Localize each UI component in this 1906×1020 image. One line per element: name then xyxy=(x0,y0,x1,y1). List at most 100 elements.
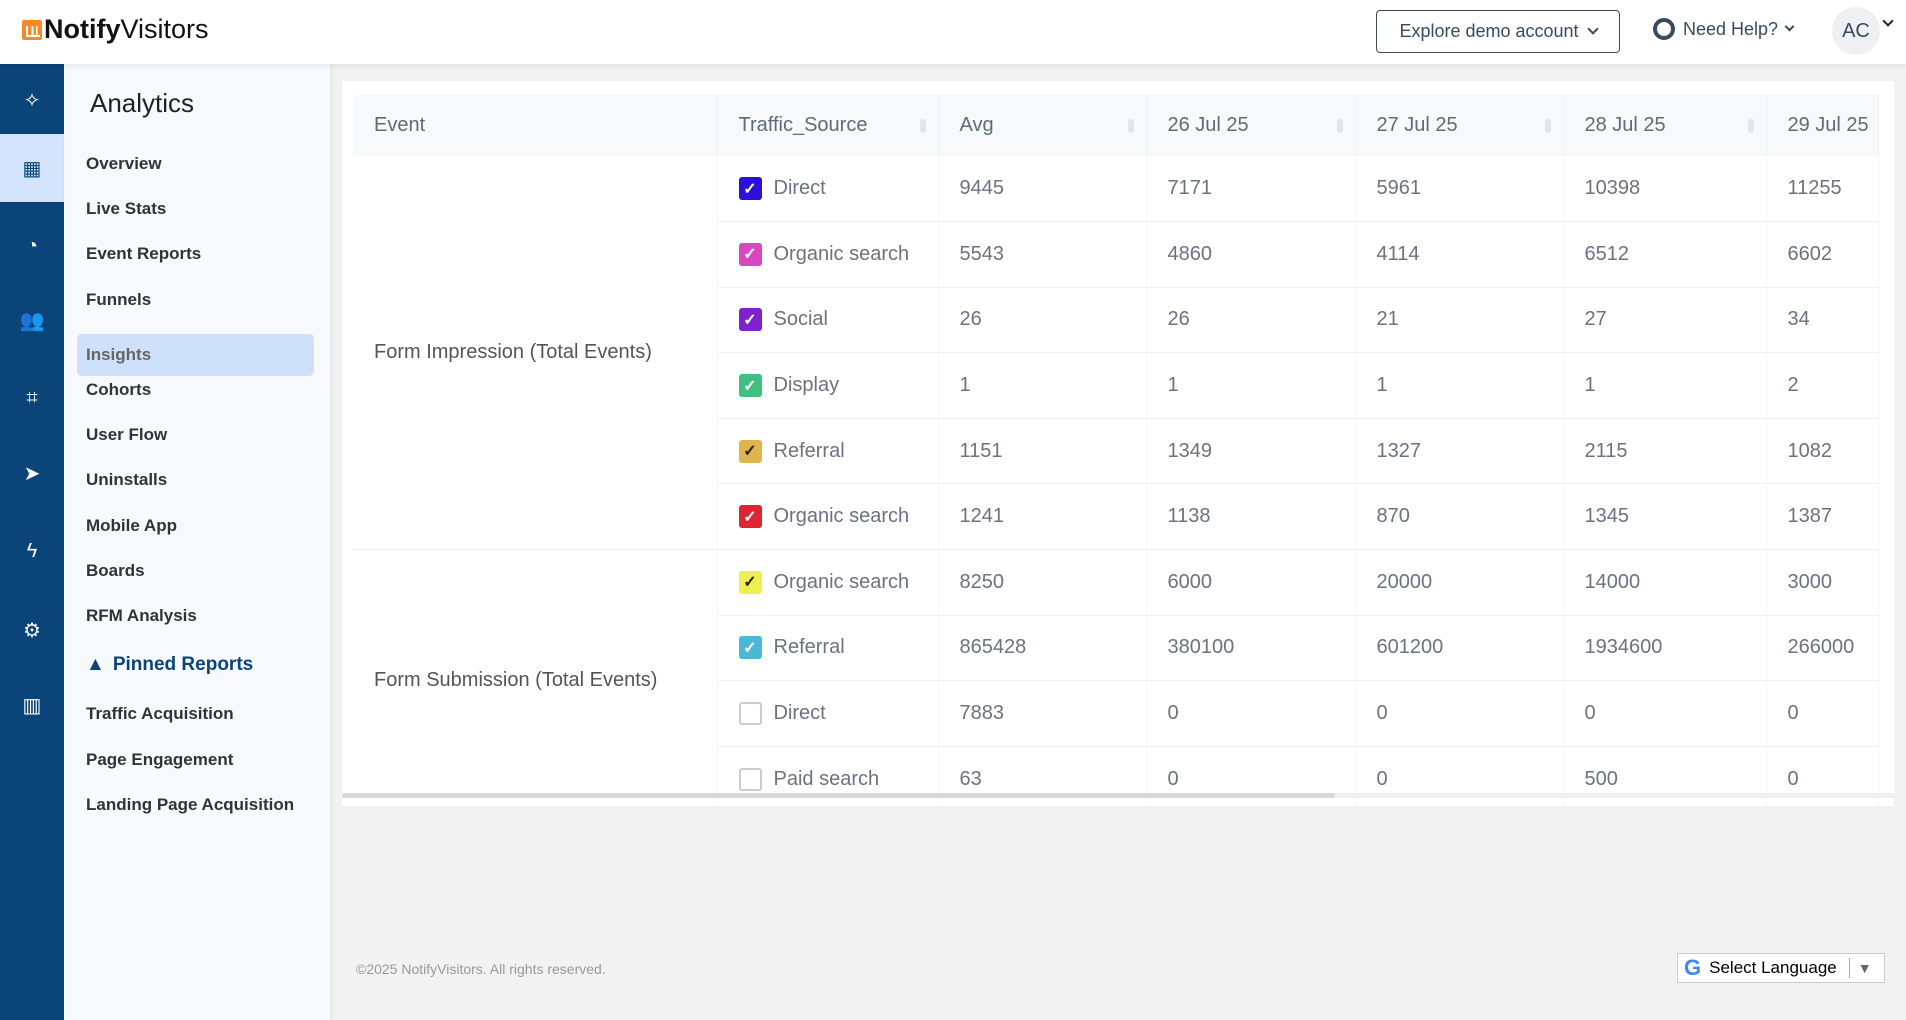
value-cell: 0 xyxy=(1766,680,1879,747)
sidebar-item-mobile-app[interactable]: Mobile App xyxy=(86,515,177,535)
copyright: ©2025 NotifyVisitors. All rights reserve… xyxy=(356,961,606,977)
column-header[interactable]: 29 Jul 25 xyxy=(1766,95,1879,156)
sidebar-item-cohorts[interactable]: Cohorts xyxy=(86,380,152,399)
rail-gear-button[interactable]: ⚙ xyxy=(0,596,64,664)
traffic-source: Organic search xyxy=(773,242,910,265)
horizontal-scrollbar[interactable] xyxy=(342,793,1894,798)
source-checkbox[interactable]: ✓ xyxy=(738,439,762,463)
value-cell: 1138 xyxy=(1146,483,1356,551)
value-cell: 1151 xyxy=(938,418,1147,485)
rail-building-button[interactable]: ▥ xyxy=(0,671,64,739)
value-cell: 27 xyxy=(1563,287,1767,354)
source-checkbox[interactable]: ✓ xyxy=(738,374,762,398)
sidebar: Analytics ▲ Pinned Reports Overview Live S… xyxy=(64,64,330,1020)
sidebar-item-boards[interactable]: Boards xyxy=(86,560,145,580)
column-header[interactable]: 28 Jul 25 xyxy=(1563,95,1767,156)
logo[interactable]: Notify Visitors xyxy=(22,14,209,45)
rail-users-button[interactable]: 👥 xyxy=(0,286,64,354)
sidebar-item-funnels[interactable]: Funnels xyxy=(86,289,152,309)
rail-grid-button[interactable]: ▦ xyxy=(0,134,64,202)
sidebar-item-insights[interactable]: Insights xyxy=(77,333,314,376)
value-cell: 1082 xyxy=(1766,418,1879,485)
column-header[interactable]: Traffic_Source xyxy=(717,95,939,156)
sidebar-item-event-reports[interactable]: Event Reports xyxy=(86,244,202,264)
table-row: ✓ Display 1 1 1 1 2 xyxy=(353,352,1879,419)
grid-icon: ▦ xyxy=(22,157,42,180)
sitemap-icon: ▲ xyxy=(86,654,105,675)
value-cell: 1934600 xyxy=(1563,615,1767,682)
value-cell: 1 xyxy=(938,352,1147,419)
traffic-source: Direct xyxy=(773,702,826,725)
rail-sitemap-button[interactable]: ⌗ xyxy=(0,364,64,432)
sidebar-item-rfm-analysis[interactable]: RFM Analysis xyxy=(86,606,197,625)
value-cell: 7883 xyxy=(938,680,1147,747)
source-checkbox[interactable]: ✓ xyxy=(738,505,762,529)
value-cell: 1349 xyxy=(1146,418,1356,485)
scrollbar-thumb[interactable] xyxy=(342,793,1335,798)
value-cell: 2 xyxy=(1766,352,1879,419)
value-cell: 5543 xyxy=(938,221,1147,288)
value-cell: 1 xyxy=(1146,352,1356,419)
pinned-item-page-engagement[interactable]: Page Engagement xyxy=(86,749,234,769)
divider xyxy=(1848,958,1850,978)
source-checkbox[interactable]: ✓ xyxy=(738,177,762,201)
sidebar-title: Analytics xyxy=(90,88,195,118)
sidebar-item-live-stats[interactable]: Live Stats xyxy=(86,199,167,219)
rail-dashboard-button[interactable]: ◔ xyxy=(0,212,64,280)
traffic-source: Display xyxy=(773,374,840,397)
rail-bolt-button[interactable]: ϟ xyxy=(0,517,64,585)
value-cell: 21 xyxy=(1355,287,1564,354)
traffic-source: Direct xyxy=(773,177,826,200)
value-cell: 0 xyxy=(1563,680,1767,747)
logo-chart-icon xyxy=(22,19,42,40)
value-cell: 1345 xyxy=(1563,483,1767,551)
sort-icon[interactable] xyxy=(1127,119,1134,133)
value-cell: 26 xyxy=(1146,287,1356,354)
column-header[interactable]: 26 Jul 25 xyxy=(1146,95,1356,156)
explore-demo-account-dropdown[interactable]: Explore demo account xyxy=(1376,10,1620,53)
select-language-dropdown[interactable]: G Select Language ▼ xyxy=(1677,953,1885,983)
source-checkbox[interactable] xyxy=(738,767,762,791)
value-cell: 6602 xyxy=(1766,221,1879,288)
value-cell: 8250 xyxy=(938,549,1147,616)
sidebar-item-user-flow[interactable]: User Flow xyxy=(86,425,168,445)
avatar[interactable]: AC xyxy=(1832,7,1880,55)
pinned-reports-heading[interactable]: ▲ Pinned Reports xyxy=(86,654,254,675)
value-cell: 1241 xyxy=(938,483,1147,551)
value-cell: 7171 xyxy=(1146,156,1356,223)
column-header[interactable]: 27 Jul 25 xyxy=(1355,95,1564,156)
source-checkbox[interactable]: ✓ xyxy=(738,308,762,332)
rail-sparkle-button[interactable]: ✧ xyxy=(0,66,64,134)
pinned-item-traffic-acquisition[interactable]: Traffic Acquisition xyxy=(86,704,234,723)
sort-icon[interactable] xyxy=(919,119,926,133)
table-row: ✓ Organic search 5543 4860 4114 6512 6602 xyxy=(353,221,1879,288)
traffic-source: Referral xyxy=(773,636,845,659)
value-cell: 20000 xyxy=(1355,549,1564,616)
column-header[interactable]: Avg xyxy=(938,95,1147,156)
value-cell: 11255 xyxy=(1766,156,1879,223)
event-name: Form Submission (Total Events) xyxy=(353,549,718,806)
bolt-icon: ϟ xyxy=(26,539,38,562)
sort-icon[interactable] xyxy=(1544,119,1551,133)
icon-rail: ✧ ▦ ◔ 👥 ⌗ ➤ ϟ ⚙ ▥ xyxy=(0,64,64,1020)
sort-icon[interactable] xyxy=(1336,119,1343,133)
avatar-chevron-down-icon[interactable] xyxy=(1882,15,1894,27)
need-help-menu[interactable]: Need Help? xyxy=(1653,18,1795,40)
traffic-source: Organic search xyxy=(773,570,910,593)
source-checkbox[interactable]: ✓ xyxy=(738,242,762,266)
sort-icon[interactable] xyxy=(1747,119,1754,133)
source-checkbox[interactable] xyxy=(738,702,762,726)
value-cell: 10398 xyxy=(1563,156,1767,223)
value-cell: 1387 xyxy=(1766,483,1879,551)
sidebar-item-uninstalls[interactable]: Uninstalls xyxy=(86,470,168,490)
sidebar-item-overview[interactable]: Overview xyxy=(86,154,162,173)
rail-paper-plane-button[interactable]: ➤ xyxy=(0,439,64,507)
pinned-item-landing-page-acquisition[interactable]: Landing Page Acquisition xyxy=(86,795,295,814)
table-row: Form Impression (Total Events) ✓ Direct 944… xyxy=(353,156,1879,551)
table-row: ✓ Organic search 1241 1138 870 1345 1387 xyxy=(353,483,1879,551)
source-checkbox[interactable]: ✓ xyxy=(738,570,762,594)
top-header: Notify Visitors Explore demo account Need… xyxy=(0,0,1906,64)
source-checkbox[interactable]: ✓ xyxy=(738,636,762,660)
dropdown-arrow-icon: ▼ xyxy=(1857,960,1872,976)
sitemap-icon: ⌗ xyxy=(26,386,38,409)
